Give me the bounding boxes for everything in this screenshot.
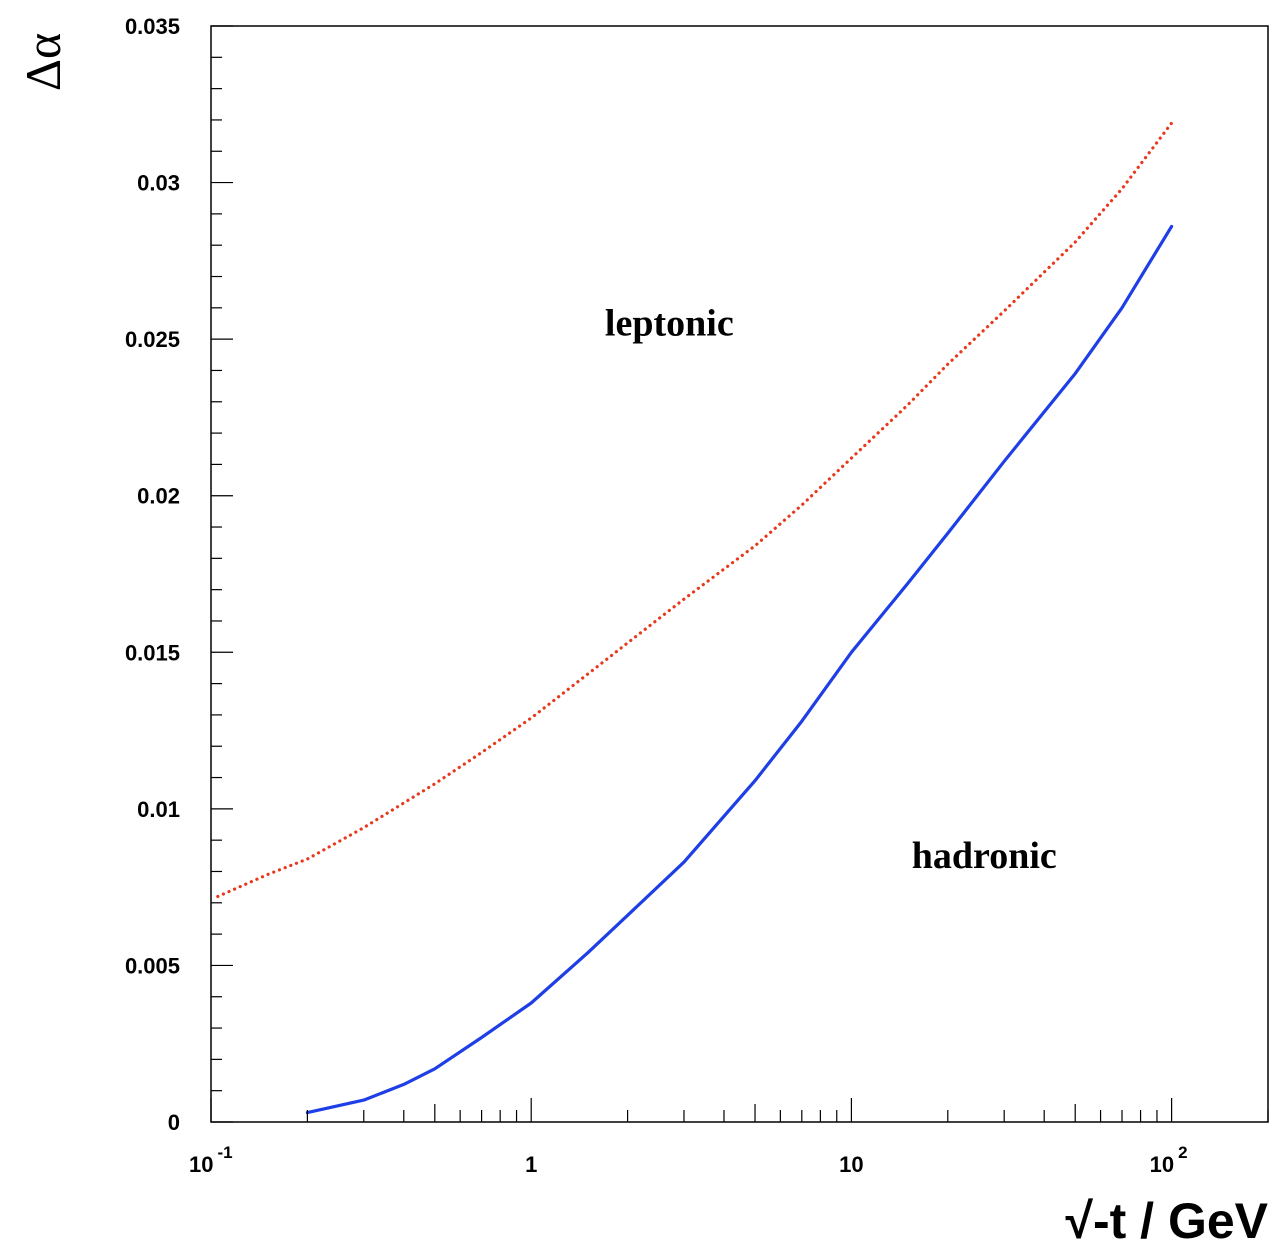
x-tick-label: 1: [525, 1152, 537, 1177]
tick-layer: [210, 25, 1269, 1123]
series-annotation: leptonic: [605, 302, 734, 344]
y-tick-label: 0.02: [137, 484, 180, 509]
y-tick-label: 0.005: [125, 953, 180, 978]
y-tick-label: 0.015: [125, 640, 180, 665]
y-tick-label: 0.01: [137, 797, 180, 822]
series-line-hadronic: [305, 224, 1174, 1115]
x-axis-title: √-t / GeV: [1066, 1193, 1269, 1249]
y-tick-label: 0.035: [125, 14, 180, 39]
x-tick-label: 10: [839, 1152, 863, 1177]
series-layer: [216, 121, 1174, 1115]
y-axis-title: Δα: [15, 33, 71, 91]
x-tick-exponent: -1: [217, 1143, 232, 1162]
x-tick-exponent: 2: [1178, 1143, 1187, 1162]
plot-frame-layer: [210, 25, 1269, 1123]
series-line-leptonic: [216, 121, 1174, 899]
y-tick-label: 0.03: [137, 171, 180, 196]
plot-frame: [210, 25, 1269, 1123]
y-tick-label: 0: [168, 1110, 180, 1135]
series-annotation: hadronic: [912, 835, 1057, 877]
y-tick-label: 0.025: [125, 327, 180, 352]
